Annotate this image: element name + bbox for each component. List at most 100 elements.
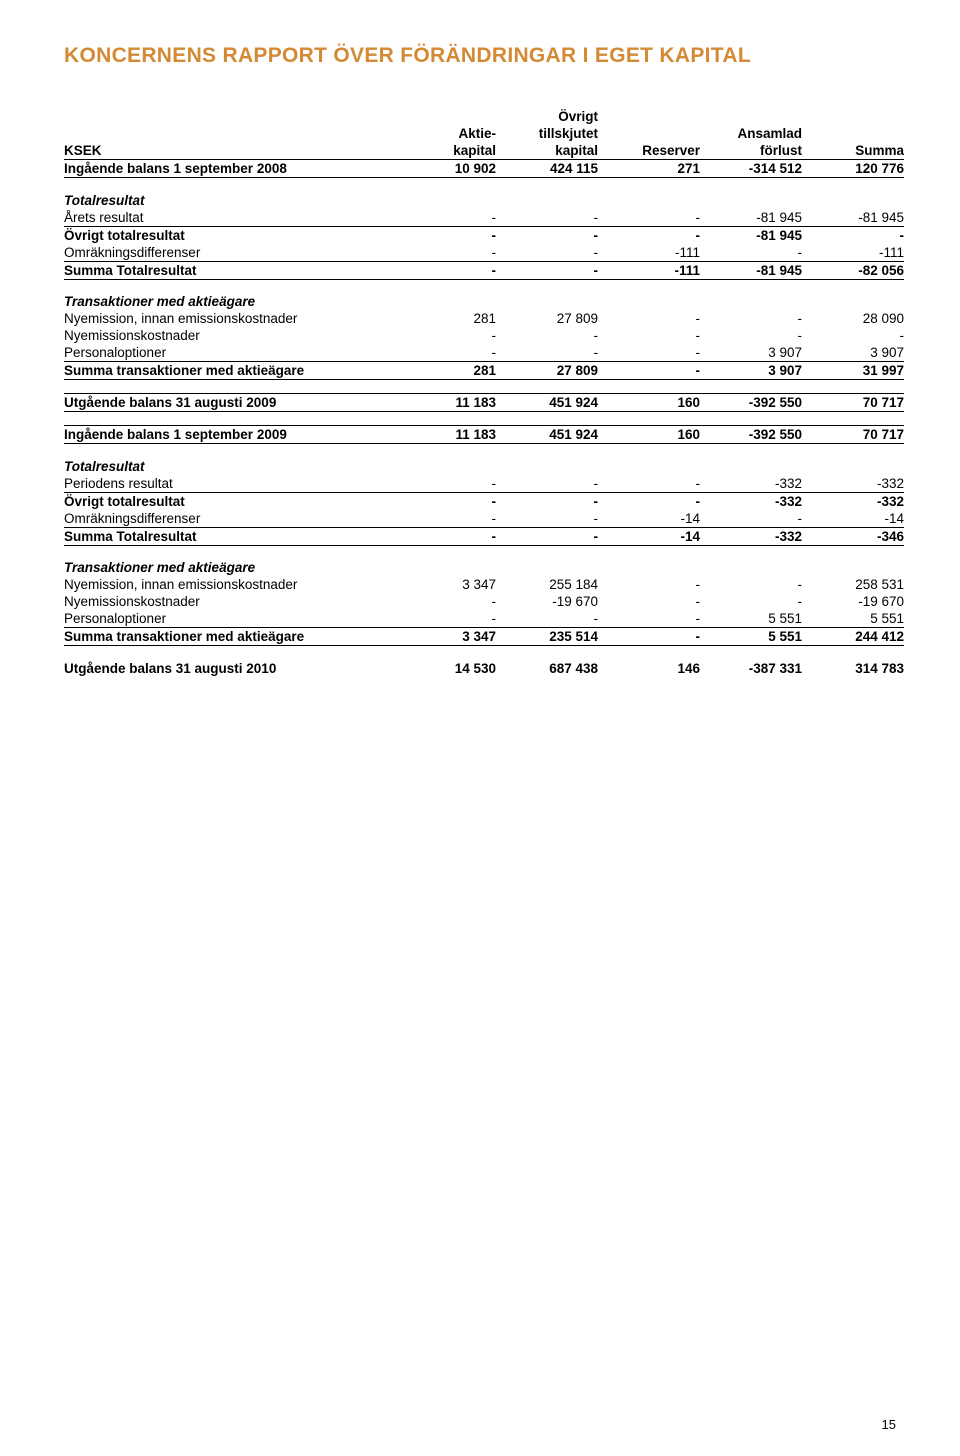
cell: - (802, 226, 904, 244)
cell: - (496, 610, 598, 628)
col-h-c2c: kapital (496, 142, 598, 160)
cell: -392 550 (700, 426, 802, 444)
cell: - (496, 492, 598, 510)
cell: - (394, 610, 496, 628)
cell: -81 945 (700, 226, 802, 244)
cell-label: Omräkningsdifferenser (64, 510, 394, 528)
row-r14: Nyemissionskostnader - -19 670 - - -19 6… (64, 593, 904, 610)
row-r12: Summa Totalresultat - - -14 -332 -346 (64, 527, 904, 545)
section-transaktioner-1: Transaktioner med aktieägare (64, 293, 904, 310)
cell: - (598, 344, 700, 362)
row-r16: Summa transaktioner med aktieägare 3 347… (64, 628, 904, 646)
cell: 5 551 (802, 610, 904, 628)
cell-label: Nyemissionskostnader (64, 593, 394, 610)
cell: - (700, 244, 802, 262)
cell: 451 924 (496, 426, 598, 444)
cell: 70 717 (802, 426, 904, 444)
cell: - (496, 209, 598, 227)
cell: - (394, 209, 496, 227)
cell: - (394, 244, 496, 262)
cell-label: Ingående balans 1 september 2008 (64, 160, 394, 178)
cell: 271 (598, 160, 700, 178)
cell-label: Personaloptioner (64, 344, 394, 362)
cell-label: Utgående balans 31 augusti 2009 (64, 394, 394, 412)
cell: -14 (598, 527, 700, 545)
cell: - (700, 510, 802, 528)
cell-label: Övrigt totalresultat (64, 492, 394, 510)
cell: - (802, 327, 904, 344)
row-opening-2009: Ingående balans 1 september 2009 11 183 … (64, 426, 904, 444)
cell: -81 945 (802, 209, 904, 227)
page-number: 15 (882, 1417, 896, 1432)
cell: 160 (598, 426, 700, 444)
cell: -19 670 (802, 593, 904, 610)
cell: 314 783 (802, 660, 904, 677)
cell: 451 924 (496, 394, 598, 412)
cell: 281 (394, 362, 496, 380)
cell-label: Summa transaktioner med aktieägare (64, 362, 394, 380)
cell: - (394, 593, 496, 610)
section-transaktioner-2: Transaktioner med aktieägare (64, 559, 904, 576)
row-r4: Summa Totalresultat - - -111 -81 945 -82… (64, 261, 904, 279)
cell: - (394, 226, 496, 244)
cell: -392 550 (700, 394, 802, 412)
cell: 281 (394, 310, 496, 327)
cell: - (394, 492, 496, 510)
cell-label: Summa transaktioner med aktieägare (64, 628, 394, 646)
cell: 120 776 (802, 160, 904, 178)
cell: - (496, 510, 598, 528)
cell: -332 (802, 475, 904, 493)
cell: - (394, 510, 496, 528)
row-closing-2009: Utgående balans 31 augusti 2009 11 183 4… (64, 394, 904, 412)
section-label: Totalresultat (64, 192, 394, 209)
cell: - (598, 209, 700, 227)
cell: - (598, 327, 700, 344)
col-h-c1a: Aktie- (394, 125, 496, 142)
cell: 5 551 (700, 610, 802, 628)
cell-label: Årets resultat (64, 209, 394, 227)
col-h-c2a: Övrigt (496, 108, 598, 125)
cell: -332 (700, 475, 802, 493)
cell: - (496, 344, 598, 362)
cell-label: Nyemissionskostnader (64, 327, 394, 344)
cell: - (700, 593, 802, 610)
cell: 27 809 (496, 310, 598, 327)
cell-label: Ingående balans 1 september 2009 (64, 426, 394, 444)
cell: -332 (802, 492, 904, 510)
row-r6: Nyemissionskostnader - - - - - (64, 327, 904, 344)
cell: -111 (802, 244, 904, 262)
cell: - (598, 475, 700, 493)
row-opening-2008: Ingående balans 1 september 2008 10 902 … (64, 160, 904, 178)
cell: 14 530 (394, 660, 496, 677)
cell: - (394, 527, 496, 545)
col-h-c3: Reserver (598, 142, 700, 160)
cell: 11 183 (394, 394, 496, 412)
row-r8: Summa transaktioner med aktieägare 281 2… (64, 362, 904, 380)
cell: -314 512 (700, 160, 802, 178)
cell-label: Summa Totalresultat (64, 261, 394, 279)
cell: -111 (598, 244, 700, 262)
row-r1: Årets resultat - - - -81 945 -81 945 (64, 209, 904, 227)
cell: - (394, 327, 496, 344)
cell: -81 945 (700, 261, 802, 279)
cell-label: Summa Totalresultat (64, 527, 394, 545)
cell: 10 902 (394, 160, 496, 178)
header-row-2: Aktie- tillskjutet Ansamlad (64, 125, 904, 142)
section-label: Transaktioner med aktieägare (64, 293, 394, 310)
cell: 258 531 (802, 576, 904, 593)
cell: - (598, 593, 700, 610)
row-r11: Omräkningsdifferenser - - -14 - -14 (64, 510, 904, 528)
cell: - (496, 261, 598, 279)
cell: 70 717 (802, 394, 904, 412)
cell-label: Nyemission, innan emissionskostnader (64, 576, 394, 593)
row-r10: Övrigt totalresultat - - - -332 -332 (64, 492, 904, 510)
cell: 11 183 (394, 426, 496, 444)
section-totalresultat-2: Totalresultat (64, 458, 904, 475)
cell: - (598, 362, 700, 380)
cell: - (496, 527, 598, 545)
row-r2: Övrigt totalresultat - - - -81 945 - (64, 226, 904, 244)
cell: 5 551 (700, 628, 802, 646)
cell: 146 (598, 660, 700, 677)
col-h-c5: Summa (802, 142, 904, 160)
cell: - (394, 344, 496, 362)
